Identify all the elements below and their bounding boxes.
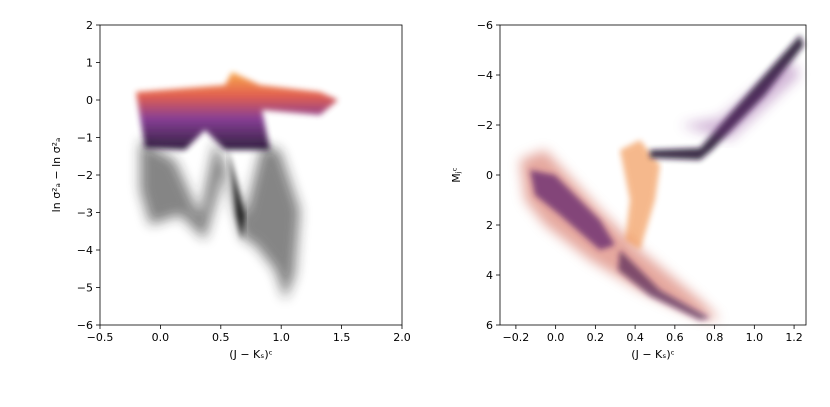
y-tick-label: 2 [86,19,93,32]
y-tick-label: −6 [477,19,493,32]
y-tick-label: −2 [77,169,93,182]
y-tick-label: −5 [77,282,93,295]
x-tick-label: −0.5 [87,331,114,344]
x-tick-label: 1.5 [333,331,351,344]
y-tick-label: 2 [486,219,493,232]
x-tick-label: 0.8 [706,331,724,344]
y-tick-label: 0 [86,94,93,107]
y-tick-label: −6 [77,319,93,332]
x-tick-label: 0.4 [626,331,644,344]
x-axis-label: (J − Kₛ)ᶜ [631,348,674,361]
y-tick-label: −4 [477,69,493,82]
x-tick-label: 0.6 [666,331,684,344]
y-tick-label: −4 [77,244,93,257]
y-tick-label: 0 [486,169,493,182]
x-tick-label: −0.2 [503,331,530,344]
y-tick-label: −2 [477,119,493,132]
density-cloud [136,72,338,300]
y-tick-label: 6 [486,319,493,332]
x-tick-label: 0.0 [547,331,565,344]
x-tick-label: 0.0 [152,331,170,344]
x-axis-label: (J − Kₛ)ᶜ [229,348,272,361]
y-tick-label: −3 [77,207,93,220]
x-tick-label: 2.0 [393,331,411,344]
x-tick-label: 1.2 [785,331,803,344]
y-axis-label: ln σ²ₐ − ln σ²ₐ [50,138,63,213]
x-tick-label: 0.2 [587,331,605,344]
y-tick-label: 4 [486,269,493,282]
x-tick-label: 0.5 [212,331,230,344]
y-tick-label: 1 [86,57,93,70]
y-axis-label: Mⱼᶜ [450,167,463,183]
x-tick-label: 1.0 [272,331,290,344]
x-tick-label: 1.0 [746,331,764,344]
y-tick-label: −1 [77,132,93,145]
density-cloud [520,35,804,320]
